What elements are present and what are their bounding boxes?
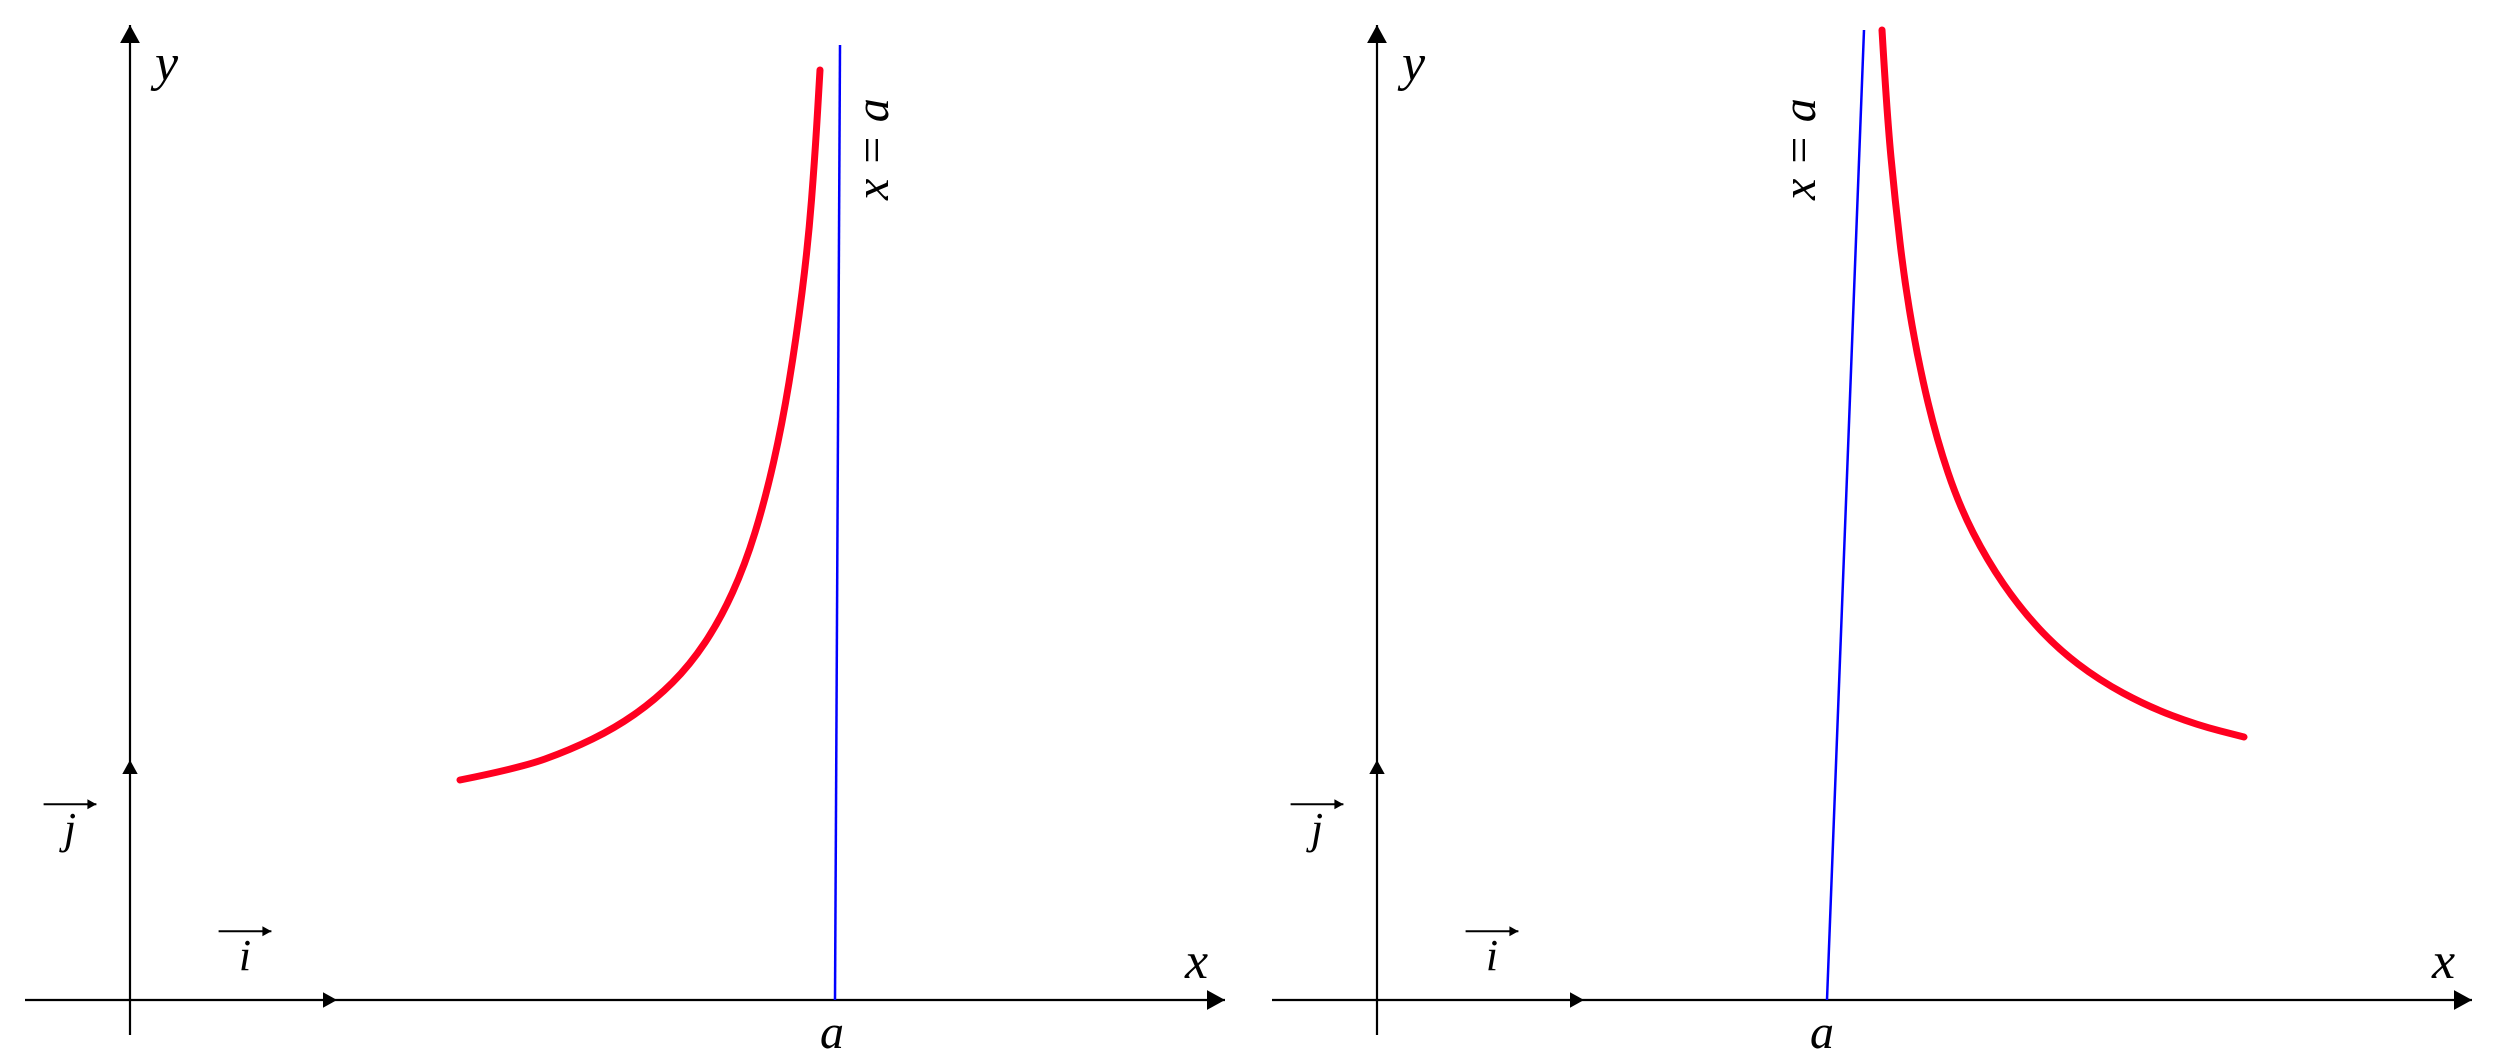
curve (1882, 30, 2244, 737)
x-axis-label: x (2431, 933, 2455, 990)
panels-container: x y i j a x = a x y i j a x = a (0, 0, 2495, 1059)
right-panel: x y i j a x = a (1247, 0, 2495, 1059)
unit-vector-i-label: i (239, 931, 251, 980)
a-tick-label: a (1810, 1006, 1834, 1059)
asymptote-label: x = a (1773, 98, 1826, 201)
y-axis-label: y (1397, 35, 1426, 92)
curve (460, 70, 820, 780)
unit-vector-j-label: j (59, 804, 76, 853)
y-axis-label: y (150, 35, 179, 92)
asymptote-label: x = a (846, 98, 899, 201)
unit-vector-j-label: j (1306, 804, 1323, 853)
x-axis-label: x (1184, 933, 1208, 990)
left-panel: x y i j a x = a (0, 0, 1247, 1059)
unit-vector-i-label: i (1486, 931, 1498, 980)
a-tick-label: a (820, 1006, 844, 1059)
asymptote-line (1827, 30, 1864, 1000)
asymptote-line (835, 45, 840, 1000)
